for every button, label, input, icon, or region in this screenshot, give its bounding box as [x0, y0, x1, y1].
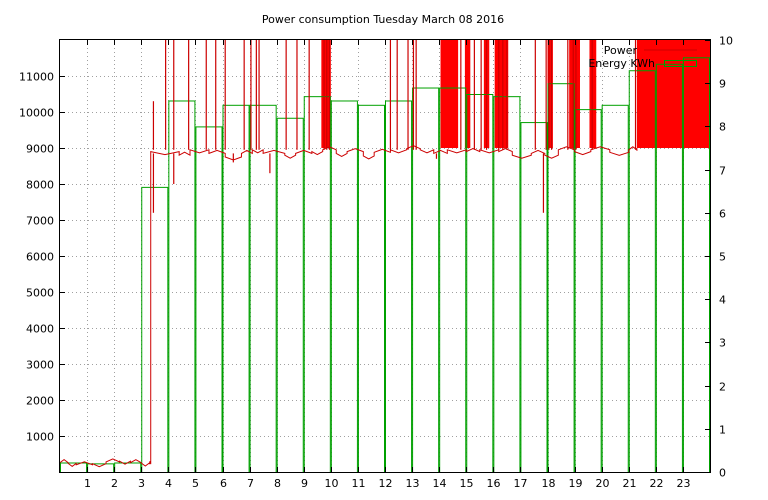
energy-bar	[276, 117, 304, 473]
x-tick-label: 16	[487, 477, 501, 490]
y-tick-label: 3000	[26, 359, 54, 372]
x-tick-label: 17	[514, 477, 528, 490]
power-peak-block	[494, 40, 509, 148]
energy-bar	[574, 109, 602, 474]
y2-tick-label: 7	[719, 165, 726, 178]
y2-tick-label: 10	[719, 35, 733, 48]
y-tick-label: 8000	[26, 179, 54, 192]
y2-tick-label: 2	[719, 381, 726, 394]
power-line	[59, 145, 638, 468]
energy-bar	[87, 463, 115, 473]
x-tick-label: 7	[247, 477, 254, 490]
y2-tick-label: 4	[719, 294, 726, 307]
legend-label-power: Power	[604, 44, 638, 57]
energy-bar	[493, 96, 521, 473]
y2-tick-label: 5	[719, 251, 726, 264]
x-tick-label: 12	[379, 477, 393, 490]
x-tick-label: 18	[542, 477, 556, 490]
y2-tick-label: 0	[719, 467, 726, 480]
energy-bar	[60, 462, 88, 474]
legend-label-energy: Energy KWh	[588, 57, 655, 70]
y-tick-label: 11000	[19, 71, 54, 84]
x-tick-label: 14	[433, 477, 447, 490]
y2-tick-label: 3	[719, 337, 726, 350]
y-tick-label: 5000	[26, 287, 54, 300]
x-tick-label: 13	[406, 477, 420, 490]
energy-bar	[385, 100, 413, 473]
power-peak-block	[440, 40, 459, 148]
y-tick-label: 4000	[26, 323, 54, 336]
chart-title: Power consumption Tuesday March 08 2016	[262, 13, 504, 26]
x-tick-label: 23	[677, 477, 691, 490]
plot-frame	[59, 39, 711, 473]
energy-series	[60, 57, 711, 474]
power-series	[59, 40, 638, 468]
x-tick-label: 21	[623, 477, 637, 490]
y2-tick-label: 6	[719, 208, 726, 221]
y-tick-label: 6000	[26, 251, 54, 264]
y-tick-label: 2000	[26, 395, 54, 408]
y-tick-label: 7000	[26, 215, 54, 228]
x-tick-label: 1	[84, 477, 91, 490]
x-tick-label: 4	[165, 477, 172, 490]
power-peak-block	[569, 40, 580, 148]
y-tick-label: 1000	[26, 431, 54, 444]
x-tick-label: 15	[460, 477, 474, 490]
energy-bar	[114, 462, 142, 474]
energy-bar	[249, 104, 277, 474]
x-tick-label: 8	[274, 477, 281, 490]
x-tick-label: 11	[352, 477, 366, 490]
y2-tick-label: 9	[719, 78, 726, 91]
axes: 1000 2000 3000 4000 5000 6000 7000 8000 9000 1000…	[19, 35, 733, 491]
x-tick-label: 9	[301, 477, 308, 490]
x-tick-label: 3	[138, 477, 145, 490]
power-peak-block	[589, 40, 597, 148]
x-tick-label: 19	[569, 477, 583, 490]
power-peak-block	[547, 40, 553, 148]
power-peak-block	[321, 40, 331, 148]
legend-swatch-energy	[664, 60, 697, 67]
energy-bar	[330, 100, 358, 473]
energy-bar	[222, 104, 250, 474]
energy-bar	[303, 96, 331, 473]
x-tick-label: 6	[220, 477, 227, 490]
y2-tick-label: 8	[719, 121, 726, 134]
energy-bar	[168, 100, 196, 473]
x-tick-label: 10	[325, 477, 339, 490]
x-tick-label: 20	[596, 477, 610, 490]
energy-bar	[357, 104, 385, 474]
energy-bar	[195, 126, 223, 474]
energy-bar	[141, 186, 169, 473]
y-tick-label: 10000	[19, 107, 54, 120]
x-tick-label: 2	[111, 477, 118, 490]
x-tick-label: 5	[192, 477, 199, 490]
energy-bar	[601, 104, 629, 474]
x-tick-label: 22	[650, 477, 664, 490]
y2-tick-label: 1	[719, 424, 726, 437]
y-tick-label: 9000	[26, 143, 54, 156]
